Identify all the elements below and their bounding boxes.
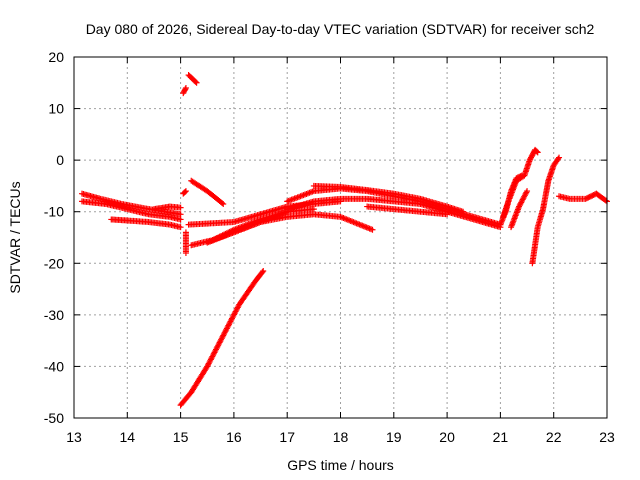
series-arc-e xyxy=(180,84,189,97)
y-tick-label: 10 xyxy=(48,101,64,117)
data-point-marks xyxy=(500,146,541,220)
x-tick-label: 20 xyxy=(439,429,455,445)
x-tick-label: 14 xyxy=(120,429,136,445)
x-tick-label: 16 xyxy=(226,429,242,445)
x-tick-label: 19 xyxy=(386,429,402,445)
x-tick-label: 21 xyxy=(493,429,509,445)
series-arc-g xyxy=(180,188,189,197)
y-tick-label: 0 xyxy=(56,152,64,168)
y-tick-label: -30 xyxy=(44,307,64,323)
data-point-marks xyxy=(310,182,467,215)
data-point-marks xyxy=(78,198,184,223)
x-tick-label: 13 xyxy=(66,429,82,445)
data-point-marks xyxy=(284,195,504,231)
y-tick-label: -20 xyxy=(44,255,64,271)
data-point-marks xyxy=(108,216,184,231)
x-axis-label: GPS time / hours xyxy=(287,457,394,473)
grid xyxy=(74,57,607,418)
data-point-marks xyxy=(180,188,189,197)
series-arc-h xyxy=(188,177,227,207)
data-point-marks xyxy=(180,84,189,97)
series-arc-t xyxy=(500,146,541,220)
x-tick-label: 15 xyxy=(173,429,189,445)
series-arc-u xyxy=(508,188,531,231)
data-points xyxy=(78,72,610,409)
y-axis-label: SDTVAR / TECUs xyxy=(7,181,23,293)
x-tick-label: 18 xyxy=(333,429,349,445)
x-tick-label: 17 xyxy=(279,429,295,445)
series-arc-b xyxy=(78,198,184,223)
x-tick-label: 23 xyxy=(599,429,615,445)
data-point-marks xyxy=(204,211,376,246)
series-arc-f xyxy=(185,72,200,86)
data-point-marks xyxy=(556,190,610,205)
data-point-marks xyxy=(508,188,531,231)
y-tick-label: 20 xyxy=(48,49,64,65)
series-arc-d xyxy=(150,203,184,213)
axis-ticks: 13 14 15 16 17 18 19 20 21 22 23 -50 -40 -30 -20 -10 0 10… xyxy=(44,49,615,445)
series-arc-w xyxy=(556,190,610,205)
series-arc-p xyxy=(284,195,504,231)
data-point-marks xyxy=(177,268,267,409)
series-arc-q xyxy=(310,182,467,215)
series-arc-r xyxy=(364,203,451,218)
chart-title: Day 080 of 2026, Sidereal Day-to-day VTE… xyxy=(86,21,595,37)
series-arc-l xyxy=(204,211,376,246)
data-point-marks xyxy=(188,177,227,207)
y-tick-label: -10 xyxy=(44,204,64,220)
series-arc-n xyxy=(182,229,189,256)
series-arc-c xyxy=(108,216,184,231)
data-point-marks xyxy=(364,203,451,218)
data-point-marks xyxy=(185,72,200,86)
data-point-marks xyxy=(529,154,563,267)
data-point-marks xyxy=(182,229,189,256)
x-tick-label: 22 xyxy=(546,429,562,445)
series-arc-v xyxy=(529,154,563,267)
data-point-marks xyxy=(150,203,184,213)
y-tick-label: -50 xyxy=(44,410,64,426)
y-tick-label: -40 xyxy=(44,358,64,374)
series-arc-m xyxy=(177,268,267,409)
